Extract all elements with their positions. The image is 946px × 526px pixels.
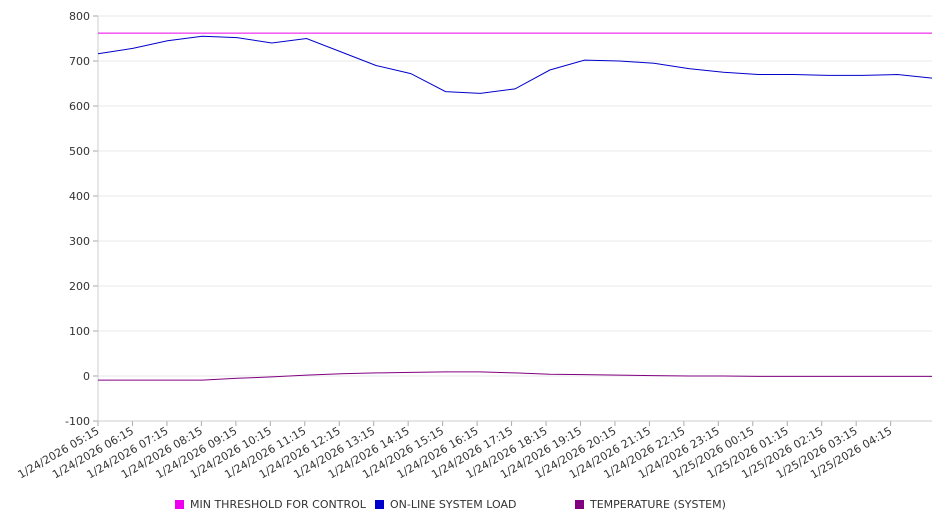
axes: [97, 16, 932, 422]
x-axis-ticks: 1/24/2026 05:151/24/2026 06:151/24/2026 …: [16, 421, 894, 481]
y-tick-label: 800: [69, 10, 90, 23]
legend-item-min-threshold: MIN THRESHOLD FOR CONTROL: [175, 498, 366, 511]
y-tick-label: 0: [83, 370, 90, 383]
y-tick-label: 300: [69, 235, 90, 248]
legend-label-min-threshold: MIN THRESHOLD FOR CONTROL: [190, 498, 366, 511]
series-lines: [97, 32, 933, 381]
y-tick-label: 100: [69, 325, 90, 338]
y-tick-label: 500: [69, 145, 90, 158]
y-tick-label: -100: [65, 415, 90, 428]
temperature-line: [98, 371, 932, 381]
legend-label-system-load: ON-LINE SYSTEM LOAD: [390, 498, 517, 511]
y-axis-ticks: 800 700 600 500 400 300 200 100 0 -100: [65, 10, 98, 428]
y-tick-label: 600: [69, 100, 90, 113]
legend-swatch-temperature: [575, 500, 584, 509]
legend-item-temperature: TEMPERATURE (SYSTEM): [575, 498, 726, 511]
legend-item-system-load: ON-LINE SYSTEM LOAD: [375, 498, 516, 511]
y-tick-label: 700: [69, 55, 90, 68]
grid-lines: [98, 15, 932, 422]
y-tick-label: 200: [69, 280, 90, 293]
legend-swatch-min-threshold: [175, 500, 184, 509]
legend-label-temperature: TEMPERATURE (SYSTEM): [590, 498, 726, 511]
system-load-line: [97, 35, 933, 94]
y-tick-label: 400: [69, 190, 90, 203]
legend-swatch-system-load: [375, 500, 384, 509]
